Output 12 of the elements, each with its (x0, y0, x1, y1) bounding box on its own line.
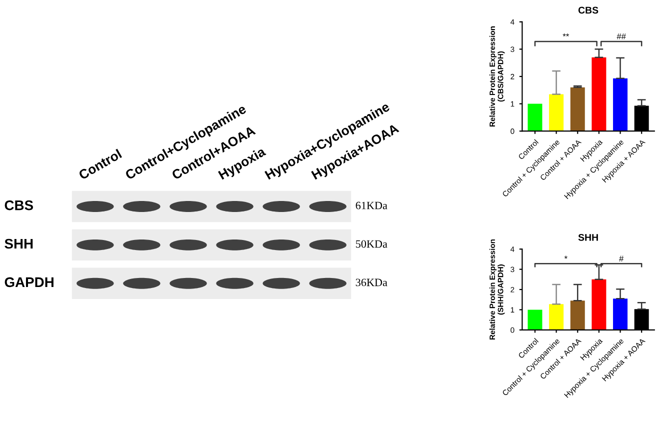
annotation: ** (562, 34, 570, 36)
category-label: GAPDH (4, 277, 54, 288)
annotation: ## (616, 34, 626, 40)
category-label: SHH (4, 238, 33, 249)
category-label: CBS (4, 200, 34, 210)
category-label: 61KDa (356, 202, 388, 210)
category-label: 36KDa (356, 278, 388, 286)
category-label: 50KDa (356, 240, 388, 248)
chart-title: CBS (578, 6, 598, 14)
annotation: * (564, 256, 568, 259)
chart-title: SHH (578, 234, 598, 241)
annotation: # (619, 256, 624, 262)
